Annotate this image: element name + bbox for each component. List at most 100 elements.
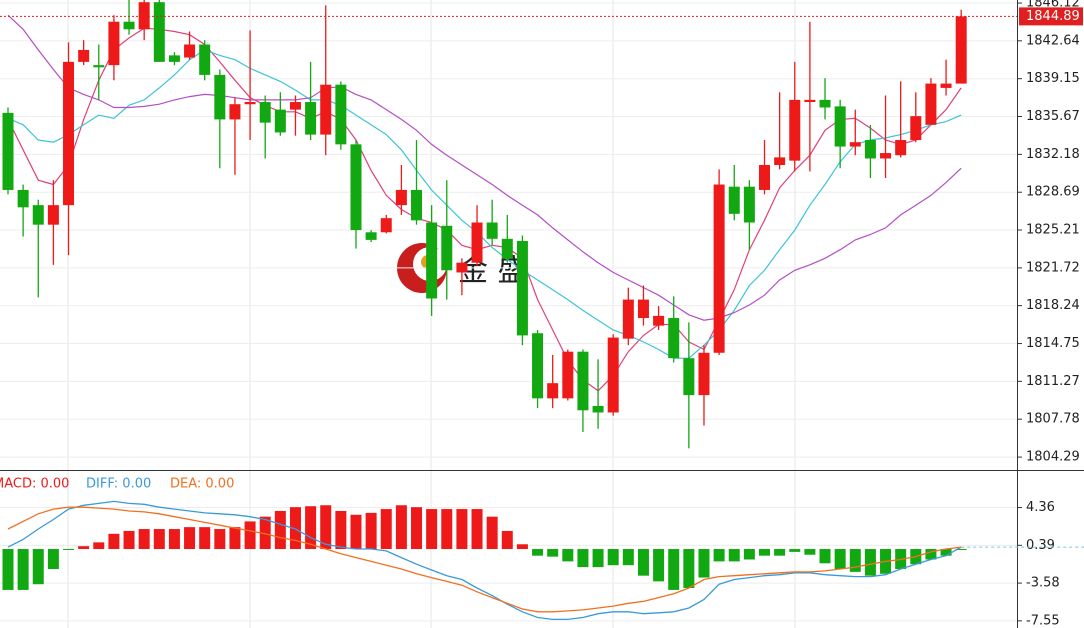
candle-body	[395, 189, 407, 206]
macd-bar	[501, 530, 513, 550]
candle-body	[789, 99, 801, 161]
candle-body	[426, 222, 438, 299]
macd-bar	[63, 549, 75, 550]
macd-bar	[532, 549, 544, 556]
macd-bar	[607, 549, 619, 566]
y-tick-label: 1828.69	[1026, 185, 1080, 200]
candle-body	[834, 106, 846, 147]
legend-entry: DIFF: 0.00	[86, 477, 151, 492]
y-tick-label: -7.55	[1026, 613, 1060, 628]
candle-body	[123, 21, 135, 30]
macd-line	[7, 506, 962, 613]
y-tick-label: 4.36	[1026, 500, 1055, 515]
macd-bar	[713, 549, 725, 562]
macd-bar	[849, 549, 861, 572]
candle-body	[411, 189, 423, 221]
ma-line	[7, 49, 962, 359]
candle-body	[229, 104, 241, 120]
macd-bar	[305, 506, 317, 550]
macd-bar	[168, 529, 180, 550]
macd-line	[7, 500, 962, 621]
candle-body	[63, 61, 75, 206]
candle-body	[668, 318, 680, 359]
candle-body	[880, 153, 892, 159]
macd-bar	[335, 510, 347, 550]
macd-bar	[819, 549, 831, 564]
candle-body	[380, 218, 392, 233]
macd-bar	[804, 549, 816, 555]
candle-body	[2, 112, 14, 190]
macd-bar	[123, 530, 135, 550]
candle-body	[441, 225, 453, 271]
y-tick-label: 1818.24	[1026, 298, 1080, 313]
candle-body	[804, 99, 816, 103]
candle-body	[486, 222, 498, 239]
candle-body	[622, 299, 634, 339]
candle-body	[516, 240, 528, 336]
macd-bar	[698, 549, 710, 578]
candle-body	[547, 383, 559, 399]
macd-bar	[138, 529, 150, 550]
macd-bar	[199, 527, 211, 550]
candle-body	[350, 144, 362, 231]
y-tick-label: 1804.29	[1026, 450, 1080, 465]
candle-body	[305, 102, 317, 135]
macd-bar	[562, 549, 574, 562]
macd-bar	[759, 549, 770, 556]
macd-bar	[456, 509, 468, 550]
candle-body	[577, 351, 589, 411]
candle-body	[93, 65, 105, 68]
y-tick-label: 1811.27	[1026, 374, 1080, 389]
macd-bar	[789, 549, 801, 552]
candle-body	[849, 142, 861, 147]
candle-body	[184, 44, 196, 58]
macd-bar	[653, 549, 665, 582]
candle-body	[774, 157, 786, 165]
macd-bar	[184, 527, 196, 550]
macd-bar	[274, 510, 286, 550]
y-tick-label: 1825.21	[1026, 223, 1080, 238]
candle-body	[743, 186, 755, 223]
y-tick-label: 1846.12	[1026, 0, 1080, 11]
macd-bar	[229, 527, 241, 550]
macd-bar	[259, 516, 271, 550]
candle-body	[32, 205, 44, 225]
macd-bar	[683, 549, 695, 589]
candle-body	[153, 2, 165, 62]
watermark-text: 金 盛	[458, 254, 528, 289]
candle-body	[637, 299, 649, 319]
macd-bar	[380, 509, 392, 550]
candle-body	[78, 49, 90, 62]
y-tick-label: 1814.75	[1026, 336, 1080, 351]
y-tick-label: 1839.15	[1026, 71, 1080, 86]
macd-bar	[471, 509, 483, 550]
macd-bar	[925, 549, 937, 560]
macd-bar	[955, 549, 967, 550]
candle-body	[456, 262, 468, 273]
macd-bar	[350, 514, 362, 550]
y-tick-label: 1832.18	[1026, 147, 1080, 162]
macd-bar	[108, 533, 120, 550]
candle-body	[532, 333, 544, 399]
candle-body	[289, 102, 301, 110]
macd-bar	[2, 549, 14, 590]
macd-bar	[940, 549, 952, 556]
candle-body	[47, 205, 59, 225]
candle-body	[728, 186, 740, 214]
candle-body	[17, 189, 29, 208]
candle-body	[214, 74, 226, 120]
candle-body	[910, 116, 922, 141]
y-tick-label: 1807.78	[1026, 412, 1080, 427]
macd-bar	[774, 549, 786, 556]
y-tick-label: -3.58	[1026, 576, 1060, 591]
macd-bar	[668, 549, 680, 590]
y-tick-label: 1821.72	[1026, 260, 1080, 275]
macd-bar	[486, 516, 498, 550]
last-price-label: 1844.89	[1026, 9, 1080, 24]
macd-bar	[17, 549, 29, 590]
macd-bar	[93, 542, 105, 550]
macd-bar	[153, 529, 165, 550]
macd-bar	[320, 505, 332, 550]
